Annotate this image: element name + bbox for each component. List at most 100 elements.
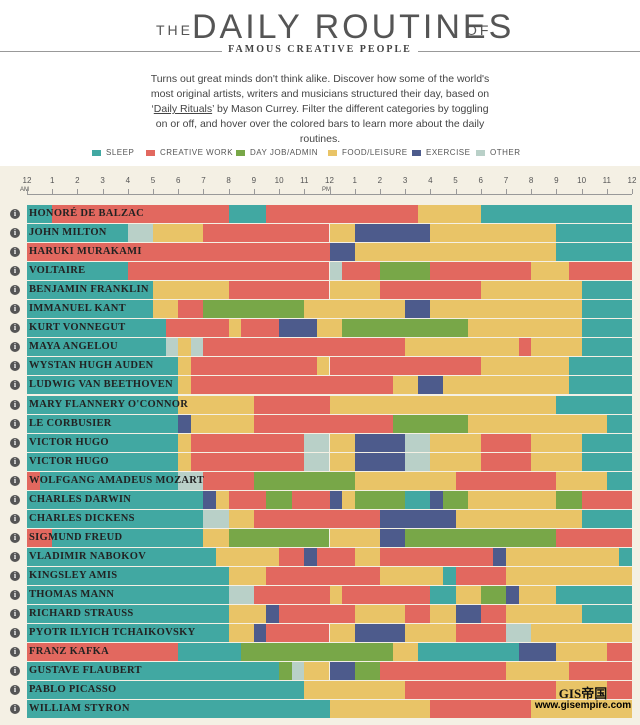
segment-food[interactable] bbox=[216, 491, 229, 509]
info-icon[interactable]: i bbox=[10, 285, 20, 295]
segment-creative[interactable] bbox=[455, 624, 506, 642]
segment-creative[interactable] bbox=[379, 662, 506, 680]
segment-sleep[interactable] bbox=[178, 643, 242, 661]
segment-food[interactable] bbox=[505, 605, 582, 623]
info-icon[interactable]: i bbox=[10, 685, 20, 695]
segment-sleep[interactable] bbox=[27, 510, 204, 528]
segment-exercise[interactable] bbox=[518, 643, 557, 661]
legend-creative-toggle[interactable]: CREATIVE WORK bbox=[146, 147, 233, 159]
segment-food[interactable] bbox=[190, 415, 254, 433]
segment-job[interactable] bbox=[342, 319, 469, 337]
segment-sleep[interactable] bbox=[27, 700, 330, 718]
segment-sleep[interactable] bbox=[581, 605, 632, 623]
segment-food[interactable] bbox=[216, 548, 280, 566]
segment-other[interactable] bbox=[329, 262, 343, 280]
segment-creative[interactable] bbox=[342, 586, 431, 604]
segment-job[interactable] bbox=[203, 300, 305, 318]
segment-job[interactable] bbox=[405, 529, 557, 547]
segment-exercise[interactable] bbox=[354, 624, 406, 642]
legend-job-toggle[interactable]: DAY JOB/ADMIN bbox=[236, 147, 318, 159]
segment-creative[interactable] bbox=[178, 300, 204, 318]
info-icon[interactable]: i bbox=[10, 323, 20, 333]
segment-food[interactable] bbox=[329, 586, 343, 604]
segment-sleep[interactable] bbox=[606, 472, 632, 490]
segment-creative[interactable] bbox=[190, 453, 305, 471]
segment-food[interactable] bbox=[178, 453, 191, 471]
person-row[interactable]: i WILLIAM STYRON bbox=[0, 700, 640, 718]
segment-creative[interactable] bbox=[405, 681, 557, 699]
segment-creative[interactable] bbox=[405, 605, 431, 623]
segment-food[interactable] bbox=[342, 491, 355, 509]
segment-food[interactable] bbox=[178, 338, 191, 356]
segment-exercise[interactable] bbox=[354, 434, 406, 452]
segment-food[interactable] bbox=[430, 224, 557, 242]
info-icon[interactable]: i bbox=[10, 209, 20, 219]
segment-food[interactable] bbox=[178, 434, 191, 452]
segment-other[interactable] bbox=[127, 224, 154, 242]
segment-other[interactable] bbox=[505, 624, 532, 642]
segment-food[interactable] bbox=[430, 434, 481, 452]
segment-food[interactable] bbox=[505, 548, 620, 566]
segment-exercise[interactable] bbox=[253, 624, 267, 642]
segment-creative[interactable] bbox=[379, 281, 481, 299]
segment-food[interactable] bbox=[430, 300, 582, 318]
segment-sleep[interactable] bbox=[27, 281, 154, 299]
segment-sleep[interactable] bbox=[581, 281, 632, 299]
segment-creative[interactable] bbox=[518, 338, 532, 356]
person-row[interactable]: i VLADIMIR NABOKOV bbox=[0, 548, 640, 566]
segment-food[interactable] bbox=[329, 396, 557, 414]
segment-sleep[interactable] bbox=[52, 529, 204, 547]
segment-food[interactable] bbox=[505, 567, 632, 585]
segment-sleep[interactable] bbox=[27, 224, 128, 242]
segment-food[interactable] bbox=[304, 662, 330, 680]
segment-exercise[interactable] bbox=[266, 605, 280, 623]
segment-creative[interactable] bbox=[266, 624, 280, 642]
segment-food[interactable] bbox=[392, 643, 418, 661]
segment-creative[interactable] bbox=[480, 434, 532, 452]
segment-creative[interactable] bbox=[455, 472, 557, 490]
segment-exercise[interactable] bbox=[417, 376, 443, 394]
segment-food[interactable] bbox=[203, 529, 229, 547]
segment-exercise[interactable] bbox=[329, 243, 355, 261]
segment-creative[interactable] bbox=[480, 605, 506, 623]
segment-exercise[interactable] bbox=[354, 453, 406, 471]
segment-sleep[interactable] bbox=[568, 376, 632, 394]
segment-sleep[interactable] bbox=[556, 224, 632, 242]
segment-sleep[interactable] bbox=[27, 357, 179, 375]
segment-sleep[interactable] bbox=[581, 510, 632, 528]
person-row[interactable]: i GUSTAVE FLAUBERT bbox=[0, 662, 640, 680]
segment-other[interactable] bbox=[291, 662, 305, 680]
segment-food[interactable] bbox=[228, 624, 254, 642]
segment-sleep[interactable] bbox=[27, 662, 280, 680]
segment-creative[interactable] bbox=[279, 605, 355, 623]
person-row[interactable]: i IMMANUEL KANT bbox=[0, 300, 640, 318]
segment-job[interactable] bbox=[241, 643, 393, 661]
segment-creative[interactable] bbox=[190, 376, 393, 394]
legend-exercise-toggle[interactable]: EXERCISE bbox=[412, 147, 470, 159]
person-row[interactable]: i SIGMUND FREUD bbox=[0, 529, 640, 547]
segment-exercise[interactable] bbox=[493, 548, 506, 566]
segment-sleep[interactable] bbox=[430, 586, 456, 604]
segment-sleep[interactable] bbox=[27, 491, 204, 509]
segment-exercise[interactable] bbox=[304, 548, 317, 566]
segment-other[interactable] bbox=[304, 453, 330, 471]
segment-exercise[interactable] bbox=[203, 491, 217, 509]
segment-creative[interactable] bbox=[203, 224, 330, 242]
segment-food[interactable] bbox=[354, 243, 557, 261]
segment-food[interactable] bbox=[531, 434, 582, 452]
segment-creative[interactable] bbox=[379, 548, 494, 566]
segment-sleep[interactable] bbox=[556, 586, 632, 604]
segment-job[interactable] bbox=[354, 662, 380, 680]
segment-sleep[interactable] bbox=[405, 491, 431, 509]
segment-sleep[interactable] bbox=[417, 643, 519, 661]
segment-food[interactable] bbox=[480, 357, 569, 375]
person-row[interactable]: i MAYA ANGELOU bbox=[0, 338, 640, 356]
segment-sleep[interactable] bbox=[27, 434, 179, 452]
info-icon[interactable]: i bbox=[10, 514, 20, 524]
segment-sleep[interactable] bbox=[27, 681, 305, 699]
segment-job[interactable] bbox=[279, 662, 292, 680]
segment-sleep[interactable] bbox=[27, 205, 53, 223]
segment-creative[interactable] bbox=[241, 319, 280, 337]
segment-creative[interactable] bbox=[342, 262, 380, 280]
segment-food[interactable] bbox=[468, 415, 607, 433]
